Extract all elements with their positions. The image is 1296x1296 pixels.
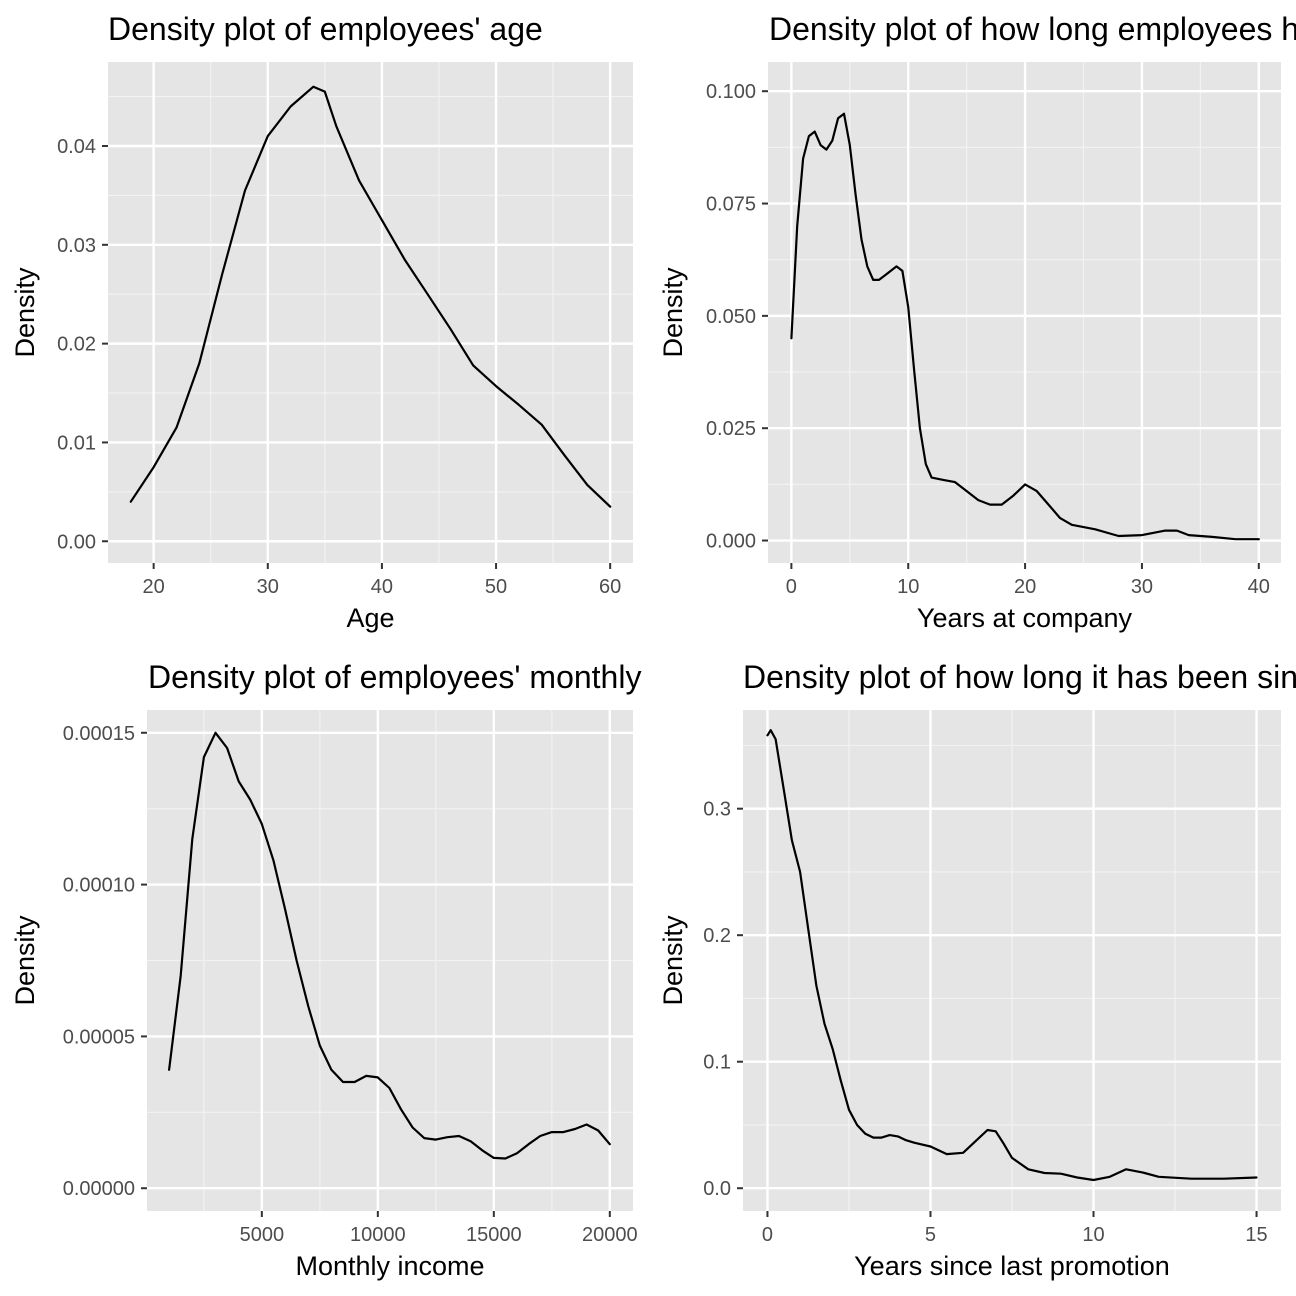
y-tick-label: 0.00015 xyxy=(63,723,135,745)
x-tick-label: 50 xyxy=(485,576,507,598)
x-tick-label: 20000 xyxy=(582,1224,638,1246)
chart-title: Density plot of how long employees have … xyxy=(769,11,1296,47)
x-tick-label: 30 xyxy=(257,576,279,598)
y-tick-label: 0.00 xyxy=(57,531,96,553)
x-axis-title: Age xyxy=(346,603,394,633)
x-tick-label: 30 xyxy=(1131,576,1153,598)
age-density-chart: Density plot of employees' age 20 30 40 50 60… xyxy=(10,11,633,633)
density-line xyxy=(129,85,612,508)
y-tick-label: 0.000 xyxy=(706,531,756,553)
x-tick-label: 20 xyxy=(143,576,165,598)
y-tick-label: 0.00005 xyxy=(63,1026,135,1048)
y-tick-label: 0.2 xyxy=(703,925,731,947)
y-tick-label: 0.00000 xyxy=(63,1178,135,1200)
x-tick-label: 0 xyxy=(786,576,797,598)
y-axis-title: Density xyxy=(10,915,40,1006)
y-tick-label: 0.00010 xyxy=(63,875,135,897)
y-tick-label: 0.01 xyxy=(57,432,96,454)
x-tick-label: 20 xyxy=(1014,576,1036,598)
y-axis-title: Density xyxy=(658,267,688,358)
y-tick-label: 0.100 xyxy=(706,81,756,103)
age-density-panel: Density plot of employees' age 20 30 40 50 60… xyxy=(0,0,648,648)
monthly-income-density-chart: Density plot of employees' monthly incom… xyxy=(10,659,648,1281)
chart-title: Density plot of how long it has been sin… xyxy=(743,659,1296,695)
x-tick-label: 40 xyxy=(371,576,393,598)
density-line xyxy=(766,729,1258,1182)
x-tick-label: 10 xyxy=(897,576,919,598)
density-line xyxy=(168,731,611,1160)
y-tick-label: 0.03 xyxy=(57,235,96,257)
x-axis-title: Monthly income xyxy=(295,1251,484,1281)
y-tick-label: 0.04 xyxy=(57,136,96,158)
x-axis-title: Years at company xyxy=(917,603,1133,633)
years-at-company-density-panel: Density plot of how long employees have … xyxy=(648,0,1296,648)
x-tick-label: 40 xyxy=(1248,576,1270,598)
years-at-company-density-chart: Density plot of how long employees have … xyxy=(658,11,1296,633)
y-tick-label: 0.0 xyxy=(703,1178,731,1200)
monthly-income-density-panel: Density plot of employees' monthly incom… xyxy=(0,648,648,1296)
x-axis-title: Years since last promotion xyxy=(854,1251,1170,1281)
y-tick-label: 0.1 xyxy=(703,1052,731,1074)
x-tick-label: 10 xyxy=(1082,1224,1104,1246)
years-since-promotion-density-panel: Density plot of how long it has been sin… xyxy=(648,648,1296,1296)
x-tick-label: 0 xyxy=(762,1224,773,1246)
chart-title: Density plot of employees' monthly incom… xyxy=(148,659,648,695)
plot-background xyxy=(108,62,633,563)
y-tick-label: 0.3 xyxy=(703,799,731,821)
x-tick-label: 5000 xyxy=(240,1224,285,1246)
x-tick-label: 5 xyxy=(925,1224,936,1246)
y-tick-label: 0.075 xyxy=(706,194,756,216)
years-since-promotion-density-chart: Density plot of how long it has been sin… xyxy=(658,659,1296,1281)
chart-title: Density plot of employees' age xyxy=(108,11,543,47)
x-tick-label: 15 xyxy=(1245,1224,1267,1246)
y-axis-title: Density xyxy=(10,267,40,358)
density-line xyxy=(790,112,1260,541)
x-tick-label: 15000 xyxy=(466,1224,522,1246)
y-tick-label: 0.025 xyxy=(706,418,756,440)
y-tick-label: 0.050 xyxy=(706,306,756,328)
x-tick-label: 60 xyxy=(599,576,621,598)
y-tick-label: 0.02 xyxy=(57,334,96,356)
x-tick-label: 10000 xyxy=(350,1224,406,1246)
y-axis-title: Density xyxy=(658,915,688,1006)
